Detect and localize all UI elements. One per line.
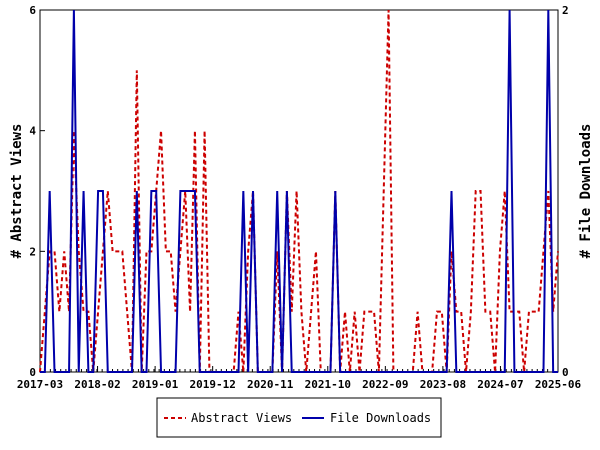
x-tick-labels: 2017-03 2018-02 2019-01 2019-12 2020-11 2021-… [17,378,582,391]
x-tick-label: 2023-08 [420,378,466,391]
y-left-tick-label: 4 [29,125,36,138]
x-tick-label: 2020-11 [247,378,294,391]
series-lines [39,9,559,373]
legend: Abstract Views File Downloads [156,397,442,438]
y-tick-labels: 0 2 4 6 0 2 [29,4,568,379]
x-tick-label: 2019-12 [189,378,235,391]
x-tick-label: 2024-07 [477,378,523,391]
series-line-file-downloads [40,9,558,373]
y-left-tick-label: 6 [29,4,36,17]
x-tick-label: 2017-03 [17,378,63,391]
x-tick-label: 2021-10 [305,378,351,391]
y-right-tick-label: 2 [562,4,569,17]
legend-label-abstract-views: Abstract Views [191,411,292,425]
x-tick-label: 2019-01 [132,378,179,391]
y-left-axis-title: # Abstract Views [9,124,25,259]
x-tick-label: 2018-02 [74,378,120,391]
legend-label-file-downloads: File Downloads [330,411,431,425]
series-line-abstract-views [39,9,559,373]
y-right-tick-label: 0 [562,366,569,379]
x-tick-label: 2022-09 [362,378,408,391]
y-left-tick-label: 2 [29,245,36,258]
x-tick-label: 2025-06 [535,378,582,391]
y-left-tick-label: 0 [29,366,36,379]
y-right-axis-title: # File Downloads [578,124,594,259]
legend-box [156,397,442,438]
